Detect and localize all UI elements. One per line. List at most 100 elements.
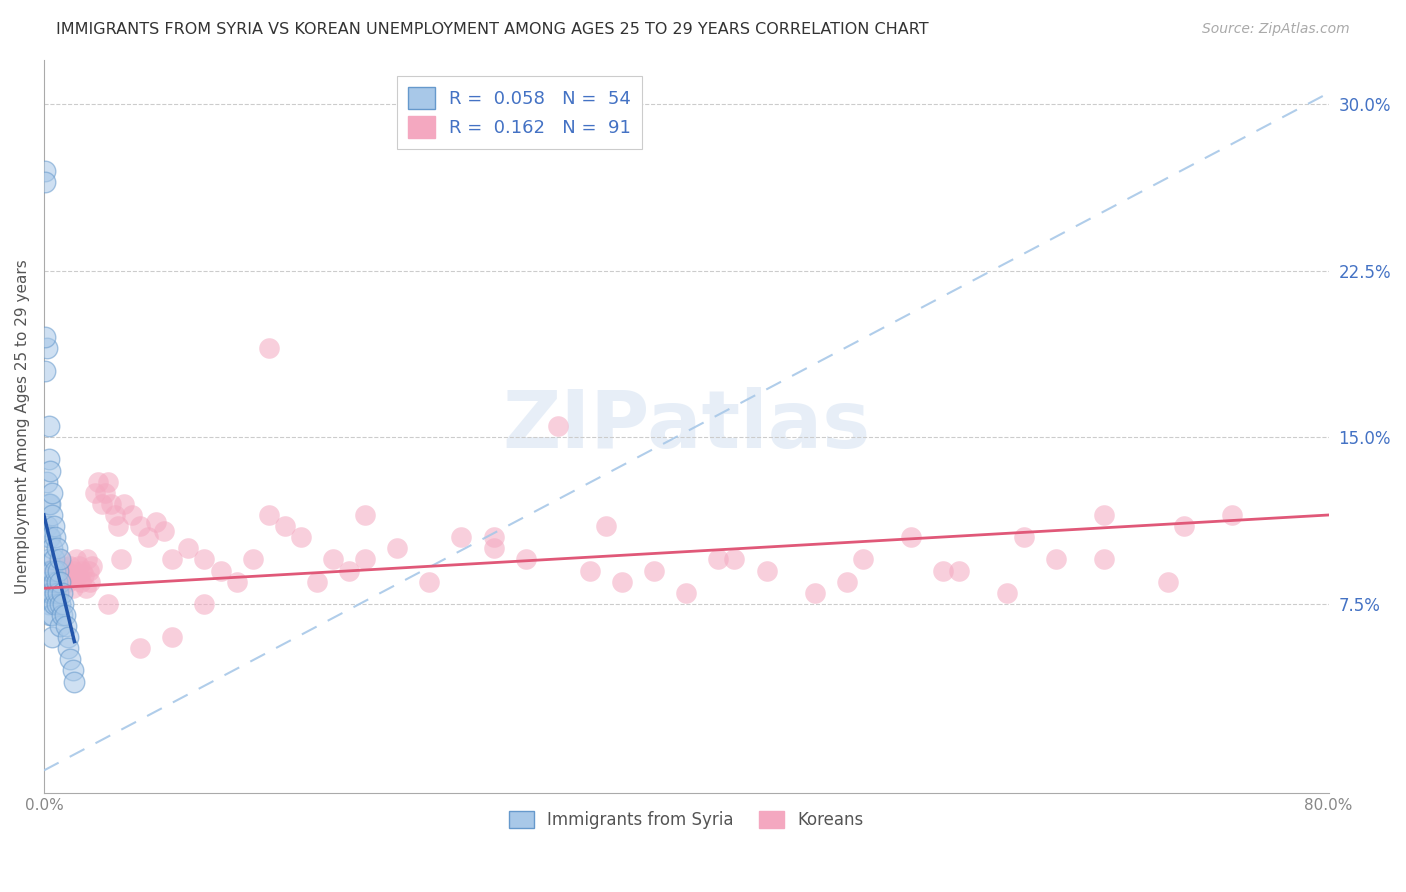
Text: Source: ZipAtlas.com: Source: ZipAtlas.com	[1202, 22, 1350, 37]
Point	[53, 574, 76, 589]
Point	[44, 530, 66, 544]
Point	[242, 552, 264, 566]
Point	[257, 342, 280, 356]
Point	[66, 568, 89, 582]
Point	[38, 419, 60, 434]
Point	[35, 475, 58, 489]
Point	[193, 552, 215, 566]
Point	[107, 519, 129, 533]
Point	[62, 664, 84, 678]
Point	[51, 585, 73, 599]
Point	[38, 597, 60, 611]
Point	[56, 630, 79, 644]
Point	[49, 597, 72, 611]
Point	[162, 552, 184, 566]
Point	[52, 559, 75, 574]
Point	[932, 564, 955, 578]
Point	[44, 564, 66, 578]
Point	[42, 574, 65, 589]
Text: IMMIGRANTS FROM SYRIA VS KOREAN UNEMPLOYMENT AMONG AGES 25 TO 29 YEARS CORRELATI: IMMIGRANTS FROM SYRIA VS KOREAN UNEMPLOY…	[56, 22, 929, 37]
Point	[72, 564, 94, 578]
Point	[193, 597, 215, 611]
Point	[94, 485, 117, 500]
Point	[45, 574, 67, 589]
Point	[45, 570, 67, 584]
Point	[90, 497, 112, 511]
Point	[52, 597, 75, 611]
Point	[38, 530, 60, 544]
Point	[41, 485, 63, 500]
Point	[136, 530, 159, 544]
Point	[42, 582, 65, 596]
Point	[948, 564, 970, 578]
Point	[97, 597, 120, 611]
Y-axis label: Unemployment Among Ages 25 to 29 years: Unemployment Among Ages 25 to 29 years	[15, 259, 30, 593]
Point	[482, 541, 505, 556]
Point	[418, 574, 440, 589]
Point	[41, 564, 63, 578]
Point	[755, 564, 778, 578]
Text: ZIPatlas: ZIPatlas	[502, 387, 870, 465]
Point	[55, 619, 77, 633]
Point	[65, 552, 87, 566]
Point	[45, 597, 67, 611]
Point	[305, 574, 328, 589]
Point	[44, 585, 66, 599]
Point	[997, 585, 1019, 599]
Point	[35, 342, 58, 356]
Point	[547, 419, 569, 434]
Point	[515, 552, 537, 566]
Point	[44, 559, 66, 574]
Point	[62, 582, 84, 596]
Point	[835, 574, 858, 589]
Point	[41, 541, 63, 556]
Point	[579, 564, 602, 578]
Point	[225, 574, 247, 589]
Point	[39, 464, 62, 478]
Point	[34, 163, 56, 178]
Point	[675, 585, 697, 599]
Point	[97, 475, 120, 489]
Point	[39, 530, 62, 544]
Point	[79, 574, 101, 589]
Point	[707, 552, 730, 566]
Point	[121, 508, 143, 522]
Point	[49, 574, 72, 589]
Point	[34, 330, 56, 344]
Point	[595, 519, 617, 533]
Point	[55, 564, 77, 578]
Point	[46, 585, 69, 599]
Point	[51, 607, 73, 622]
Point	[354, 508, 377, 522]
Point	[76, 552, 98, 566]
Point	[1220, 508, 1243, 522]
Point	[145, 515, 167, 529]
Point	[177, 541, 200, 556]
Point	[1092, 508, 1115, 522]
Point	[1173, 519, 1195, 533]
Point	[60, 568, 83, 582]
Point	[274, 519, 297, 533]
Point	[42, 519, 65, 533]
Point	[162, 630, 184, 644]
Point	[39, 607, 62, 622]
Point	[38, 574, 60, 589]
Point	[56, 574, 79, 589]
Point	[75, 582, 97, 596]
Point	[41, 508, 63, 522]
Point	[1092, 552, 1115, 566]
Point	[80, 559, 103, 574]
Point	[153, 524, 176, 538]
Point	[42, 552, 65, 566]
Point	[63, 564, 86, 578]
Point	[38, 452, 60, 467]
Point	[41, 607, 63, 622]
Point	[41, 585, 63, 599]
Point	[129, 641, 152, 656]
Point	[73, 568, 96, 582]
Point	[41, 568, 63, 582]
Point	[257, 508, 280, 522]
Point	[450, 530, 472, 544]
Point	[38, 497, 60, 511]
Point	[35, 519, 58, 533]
